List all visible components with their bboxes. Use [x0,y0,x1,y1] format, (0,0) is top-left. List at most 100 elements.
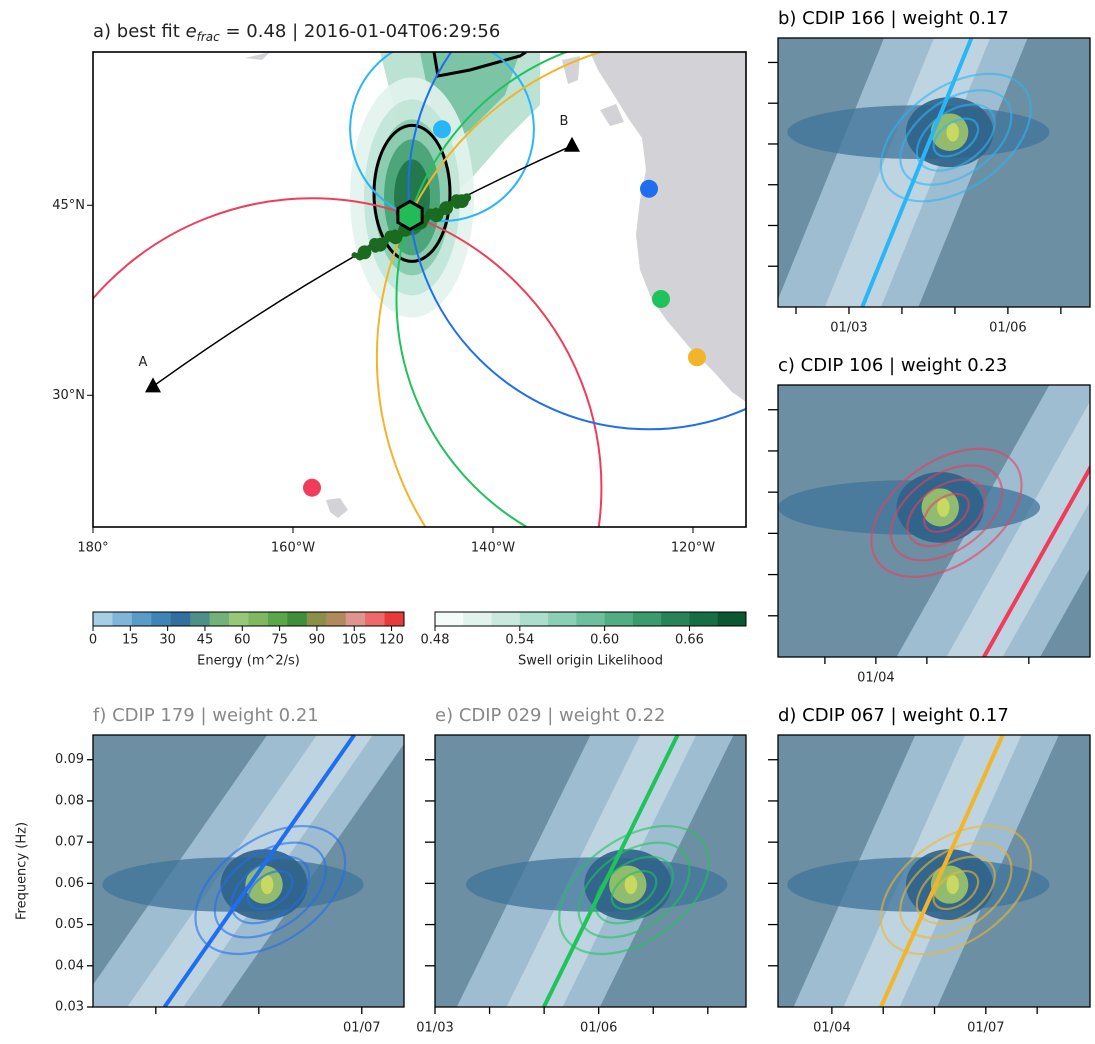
panel-title: d) CDIP 067 | weight 0.17 [778,705,1009,726]
y-tick-label: 45°N [52,198,85,213]
x-tick-label: 01/06 [989,321,1026,336]
colorbar-tick-label: 45 [197,633,214,648]
arrival-line [162,735,356,1007]
panel-title: b) CDIP 166 | weight 0.17 [778,8,1009,29]
energy-blob [937,497,950,517]
title-symbol: e [186,21,197,42]
panel-title: a) best fit efrac = 0.48 | 2016-01-04T06… [93,21,500,44]
model-contour [899,89,1013,186]
colorbar-bin [287,612,308,626]
colorbar-bin [190,612,211,626]
model-contour [879,72,1032,203]
colorbar-tick-label: 75 [271,633,288,648]
model-contour [923,492,970,533]
energy-blob [946,875,959,895]
colorbar-tick-label: 0 [89,633,97,648]
endpoint-marker [564,136,580,152]
station [303,478,321,497]
distance-arc [407,52,746,431]
x-tick-label: 01/04 [857,671,894,686]
panel-title: f) CDIP 179 | weight 0.21 [93,705,319,726]
colorbar-bin [229,612,249,626]
x-tick-label: 01/06 [580,1021,617,1036]
station [652,290,670,308]
colorbar-bin [209,612,230,626]
colorbar-tick-label: 90 [309,633,326,648]
colorbar-bin [689,612,719,626]
x-tick-label: 160°W [271,541,315,556]
model-contour [594,855,674,925]
colorbar-tick-label: 15 [122,633,139,648]
y-tick-label: 0.07 [55,835,84,850]
colorbar-bin [248,612,269,626]
y-tick-label: 0.05 [55,917,84,932]
likelihood-contour [432,52,527,78]
colorbar-bin [384,612,405,626]
spectrogram-area [778,385,1090,657]
spectrogram-area [778,735,1090,1007]
distance-arc [93,197,603,527]
model-contour [610,869,658,911]
x-tick-label: 01/07 [967,1021,1004,1036]
colorbar-bin [435,612,464,626]
colorbar-tick-label: 0.60 [590,633,619,648]
distance-arc [395,52,570,527]
colorbar-tick-label: 0.54 [505,633,534,648]
distance-arc [375,52,605,527]
likelihood-contour [372,123,452,263]
y-tick-label: 0.09 [55,752,84,767]
x-tick-label: 01/04 [813,1021,850,1036]
spectrogram-area [93,735,404,1007]
x-tick-label: 01/03 [830,321,867,336]
x-tick-label: 140°W [471,541,515,556]
frame [92,734,405,1008]
colorbar-bin [170,612,191,626]
colorbar-label: Swell origin Likelihood [518,654,663,669]
colorbar-bin [604,612,634,626]
colorbar-bin [151,612,172,626]
energy-blob [260,875,274,895]
y-axis-label: Frequency (Hz) [15,822,30,920]
x-tick-label: 01/03 [416,1021,453,1036]
frame [92,51,747,528]
colorbar-tick-label: 0.48 [421,633,450,648]
y-tick-label: 0.04 [55,958,84,973]
colorbar-label: Energy (m^2/s) [197,654,300,669]
colorbar-bin [463,612,493,626]
model-contour [870,447,1023,579]
x-tick-label: 120°W [671,541,715,556]
colorbar-bin [661,612,690,626]
best-fit-marker [396,199,424,232]
energy-blob [624,875,638,895]
title-subscript: frac [197,30,221,44]
model-contour [246,869,294,911]
model-contour [932,117,980,158]
land [245,52,270,60]
colorbar-tick-label: 30 [159,633,176,648]
x-tick-label: 01/07 [343,1021,380,1036]
swath-dot [462,193,472,202]
title-text: = 0.48 | 2016-01-04T06:29:56 [220,21,501,42]
colorbar-frame [92,611,405,627]
colorbar-bin [519,612,549,626]
model-contour [906,478,987,548]
travel-band [946,401,1090,657]
colorbar-frame [434,611,747,627]
colorbar-tick-label: 105 [342,633,367,648]
model-contour [889,464,1004,562]
land [590,52,746,402]
model-contour [879,824,1032,956]
model-contour [558,824,710,956]
colorbar-tick-label: 0.66 [675,633,704,648]
y-tick-label: 0.06 [55,876,84,891]
arrival-line [982,464,1090,657]
colorbar-bin [491,612,521,626]
frame [777,384,1091,658]
arrival-line [860,38,974,307]
x-tick-label: 180° [77,541,108,556]
colorbar-bin [131,612,152,626]
panel-title: c) CDIP 106 | weight 0.23 [778,355,1007,376]
colorbar-bin [112,612,133,626]
colorbar-bin [365,612,386,626]
